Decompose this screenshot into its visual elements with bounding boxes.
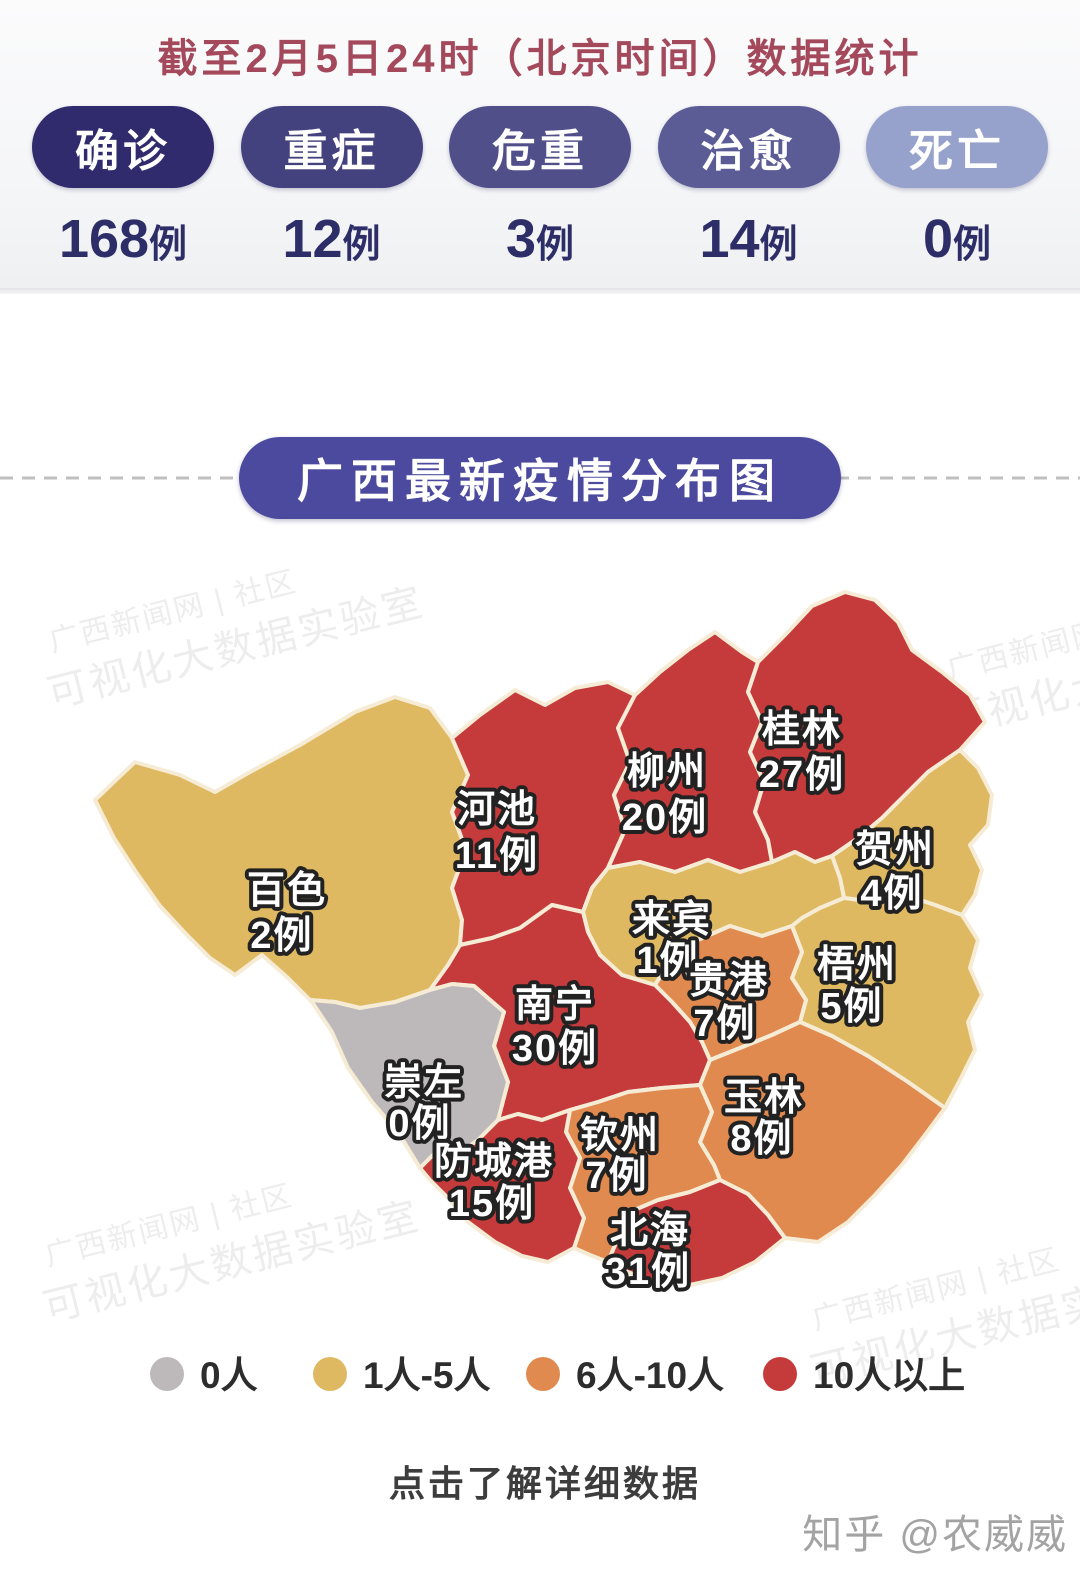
stat-pill-cured[interactable]: 治愈	[657, 106, 840, 188]
stat-confirmed: 确诊 168例	[30, 106, 216, 270]
stat-severe: 重症 12例	[239, 106, 425, 270]
stat-unit: 例	[953, 224, 992, 266]
legend-dot-1	[313, 1357, 347, 1391]
map-title-banner: 广西最新疫情分布图	[239, 437, 841, 519]
stat-value-deaths: 0例	[923, 208, 991, 270]
stat-critical: 危重 3例	[447, 106, 633, 270]
region-label-hechi: 河池	[457, 789, 537, 831]
region-cases-guigang: 7例	[693, 1003, 756, 1045]
region-beihai[interactable]	[606, 1178, 787, 1288]
region-cases-hezhou: 4例	[860, 873, 923, 915]
divider	[0, 288, 1080, 294]
watermark-bottom-left: 广西新闻网 | 社区 可视化大数据实验室	[39, 1179, 425, 1330]
legend-dot-2	[526, 1357, 560, 1391]
watermark-top-left: 广西新闻网 | 社区 可视化大数据实验室	[43, 565, 429, 716]
region-label-nanning: 南宁	[515, 984, 595, 1026]
region-cases-nanning: 30例	[512, 1028, 598, 1070]
region-fangchenggang[interactable]	[418, 1108, 586, 1264]
region-label-beihai: 北海	[610, 1210, 690, 1252]
region-cases-wuzhou: 5例	[820, 986, 883, 1028]
stat-number: 0	[922, 209, 954, 269]
region-label-fangchenggang: 防城港	[434, 1141, 554, 1183]
stats-row: 确诊 168例 重症 12例 危重 3例 治愈 14例 死亡 0例	[0, 106, 1080, 270]
region-cases-guilin: 27例	[759, 754, 845, 796]
stat-value-cured: 14例	[699, 208, 797, 270]
region-cases-yulin: 8例	[730, 1118, 793, 1160]
legend-label-1: 1人-5人	[363, 1355, 490, 1396]
stat-value-confirmed: 168例	[59, 208, 187, 270]
stat-number: 3	[505, 209, 537, 269]
stat-value-severe: 12例	[282, 208, 380, 270]
region-label-wuzhou: 梧州	[817, 944, 897, 986]
legend-label-0: 0人	[200, 1355, 258, 1396]
region-qinzhou[interactable]	[564, 1083, 722, 1264]
region-cases-laibin: 1例	[636, 940, 699, 982]
region-label-chongzuo: 崇左	[384, 1062, 464, 1104]
region-label-laibin: 来宾	[632, 899, 712, 941]
legend-label-3: 10人以上	[813, 1355, 965, 1396]
stat-unit: 例	[342, 224, 381, 266]
region-cases-qinzhou: 7例	[585, 1155, 648, 1197]
region-cases-fangchenggang: 15例	[449, 1183, 535, 1225]
stats-title: 截至2月5日24时（北京时间）数据统计	[157, 37, 923, 81]
stat-pill-severe[interactable]: 重症	[240, 106, 423, 188]
legend: 0人 1人-5人 6人-10人 10人以上	[150, 1355, 965, 1396]
detail-hint-link[interactable]: 点击了解详细数据	[389, 1463, 701, 1504]
region-label-guilin: 桂林	[762, 709, 842, 751]
legend-dot-0	[150, 1357, 184, 1391]
region-label-baise: 百色	[247, 870, 327, 912]
stat-pill-critical[interactable]: 危重	[449, 106, 631, 188]
stat-deaths: 死亡 0例	[864, 106, 1050, 270]
stat-number: 12	[282, 209, 343, 269]
stat-cured: 治愈 14例	[656, 106, 842, 270]
region-label-qinzhou: 钦州	[580, 1115, 660, 1157]
zhihu-watermark: 知乎 @农威威	[802, 1513, 1068, 1557]
region-label-guigang: 贵港	[689, 960, 769, 1002]
region-cases-chongzuo: 0例	[388, 1103, 451, 1145]
stat-unit: 例	[536, 224, 575, 266]
region-cases-baise: 2例	[250, 915, 313, 957]
region-cases-hechi: 11例	[455, 835, 539, 877]
stat-unit: 例	[149, 224, 188, 266]
stat-unit: 例	[759, 224, 798, 266]
stat-number: 168	[58, 209, 150, 269]
region-cases-beihai: 31例	[605, 1251, 691, 1293]
stat-number: 14	[699, 209, 760, 269]
region-label-liuzhou: 柳州	[627, 751, 707, 793]
stat-pill-deaths[interactable]: 死亡	[866, 106, 1048, 188]
stat-value-critical: 3例	[506, 208, 574, 270]
legend-dot-3	[763, 1357, 797, 1391]
region-label-yulin: 玉林	[724, 1077, 804, 1119]
region-label-hezhou: 贺州	[855, 829, 935, 871]
stat-pill-confirmed[interactable]: 确诊	[32, 106, 214, 188]
region-baise[interactable]	[93, 695, 470, 1010]
stats-panel: 截至2月5日24时（北京时间）数据统计 确诊 168例 重症 12例 危重 3例…	[0, 0, 1080, 288]
legend-label-2: 6人-10人	[576, 1355, 724, 1396]
region-cases-liuzhou: 20例	[622, 797, 708, 839]
